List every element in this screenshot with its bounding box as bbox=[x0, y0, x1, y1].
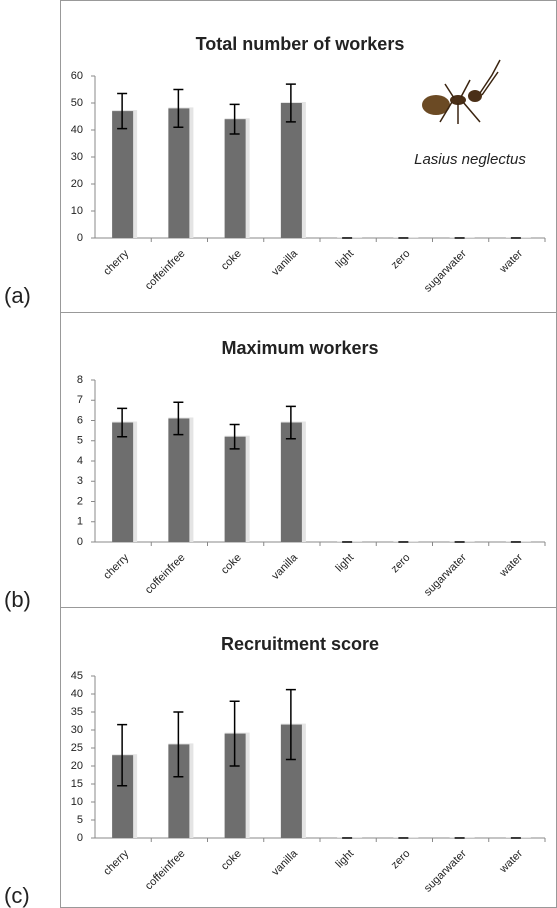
y-tick-label: 5 bbox=[77, 435, 83, 447]
x-tick-label: light bbox=[334, 552, 357, 575]
bar bbox=[168, 418, 190, 542]
bar bbox=[280, 103, 302, 238]
annotation: Lasius neglectus bbox=[414, 151, 526, 168]
error-bar bbox=[173, 88, 184, 129]
error-bar bbox=[285, 405, 296, 440]
x-tick-label: cherry bbox=[101, 847, 131, 877]
y-tick-label: 0 bbox=[77, 232, 83, 244]
error-bar bbox=[117, 92, 128, 130]
error-bar bbox=[229, 423, 240, 450]
x-tick-label: zero bbox=[389, 248, 413, 272]
chart-title: Total number of workers bbox=[196, 34, 405, 54]
y-tick-label: 7 bbox=[77, 394, 83, 406]
x-tick-label: coke bbox=[219, 848, 244, 873]
y-tick-label: 1 bbox=[77, 516, 83, 528]
x-tick-label: water bbox=[497, 247, 525, 275]
bar bbox=[224, 733, 246, 838]
y-tick-label: 40 bbox=[71, 124, 83, 136]
x-tick-label: coffeinfree bbox=[143, 248, 188, 293]
error-bar bbox=[117, 723, 128, 787]
error-bar bbox=[229, 700, 240, 767]
y-tick-label: 8 bbox=[77, 374, 83, 386]
x-tick-label: vanilla bbox=[270, 247, 301, 278]
y-tick-label: 35 bbox=[71, 706, 83, 718]
chart-title: Recruitment score bbox=[221, 634, 379, 654]
y-tick-label: 30 bbox=[71, 724, 83, 736]
y-tick-label: 6 bbox=[77, 414, 83, 426]
x-tick-label: light bbox=[334, 848, 357, 871]
error-bar bbox=[173, 401, 184, 436]
y-tick-label: 15 bbox=[71, 778, 83, 790]
bar bbox=[224, 119, 246, 238]
y-tick-label: 45 bbox=[71, 670, 83, 682]
y-tick-label: 60 bbox=[71, 70, 83, 82]
bar bbox=[168, 744, 190, 838]
bar bbox=[280, 422, 302, 542]
bar bbox=[112, 755, 134, 838]
y-tick-label: 20 bbox=[71, 760, 83, 772]
y-tick-label: 40 bbox=[71, 688, 83, 700]
x-tick-label: vanilla bbox=[270, 847, 301, 878]
error-bar bbox=[117, 407, 128, 438]
y-tick-label: 10 bbox=[71, 796, 83, 808]
error-bar bbox=[229, 103, 240, 135]
error-bar bbox=[285, 688, 296, 761]
x-tick-label: coffeinfree bbox=[143, 848, 188, 893]
x-tick-label: vanilla bbox=[270, 551, 301, 582]
x-tick-label: sugarwater bbox=[422, 247, 469, 294]
y-tick-label: 0 bbox=[77, 832, 83, 844]
x-tick-label: cherry bbox=[101, 551, 131, 581]
panel-label: (b) bbox=[4, 587, 31, 612]
x-tick-label: sugarwater bbox=[422, 551, 469, 598]
y-tick-label: 30 bbox=[71, 151, 83, 163]
y-tick-label: 4 bbox=[77, 455, 83, 467]
y-tick-label: 0 bbox=[77, 536, 83, 548]
y-tick-label: 3 bbox=[77, 475, 83, 487]
bar bbox=[112, 422, 134, 542]
panel-label: (a) bbox=[4, 283, 31, 308]
y-tick-label: 50 bbox=[71, 97, 83, 109]
x-tick-label: zero bbox=[389, 552, 413, 576]
x-tick-label: coke bbox=[219, 248, 244, 273]
panel-label: (c) bbox=[4, 883, 30, 908]
y-tick-label: 10 bbox=[71, 205, 83, 217]
error-bar bbox=[285, 83, 296, 123]
y-tick-label: 5 bbox=[77, 814, 83, 826]
x-tick-label: coke bbox=[219, 552, 244, 577]
bar bbox=[168, 108, 190, 239]
x-tick-label: sugarwater bbox=[422, 847, 469, 894]
bar bbox=[112, 111, 134, 238]
y-tick-label: 2 bbox=[77, 495, 83, 507]
error-bar bbox=[173, 711, 184, 778]
x-tick-label: zero bbox=[389, 848, 413, 872]
x-tick-label: water bbox=[497, 847, 525, 875]
bar bbox=[280, 724, 302, 838]
ant-icon bbox=[422, 59, 501, 124]
y-tick-label: 25 bbox=[71, 742, 83, 754]
bar bbox=[224, 436, 246, 542]
x-tick-label: coffeinfree bbox=[143, 552, 188, 597]
chart-title: Maximum workers bbox=[221, 338, 378, 358]
x-tick-label: light bbox=[334, 248, 357, 271]
x-tick-label: water bbox=[497, 551, 525, 579]
y-tick-label: 20 bbox=[71, 178, 83, 190]
x-tick-label: cherry bbox=[101, 247, 131, 277]
